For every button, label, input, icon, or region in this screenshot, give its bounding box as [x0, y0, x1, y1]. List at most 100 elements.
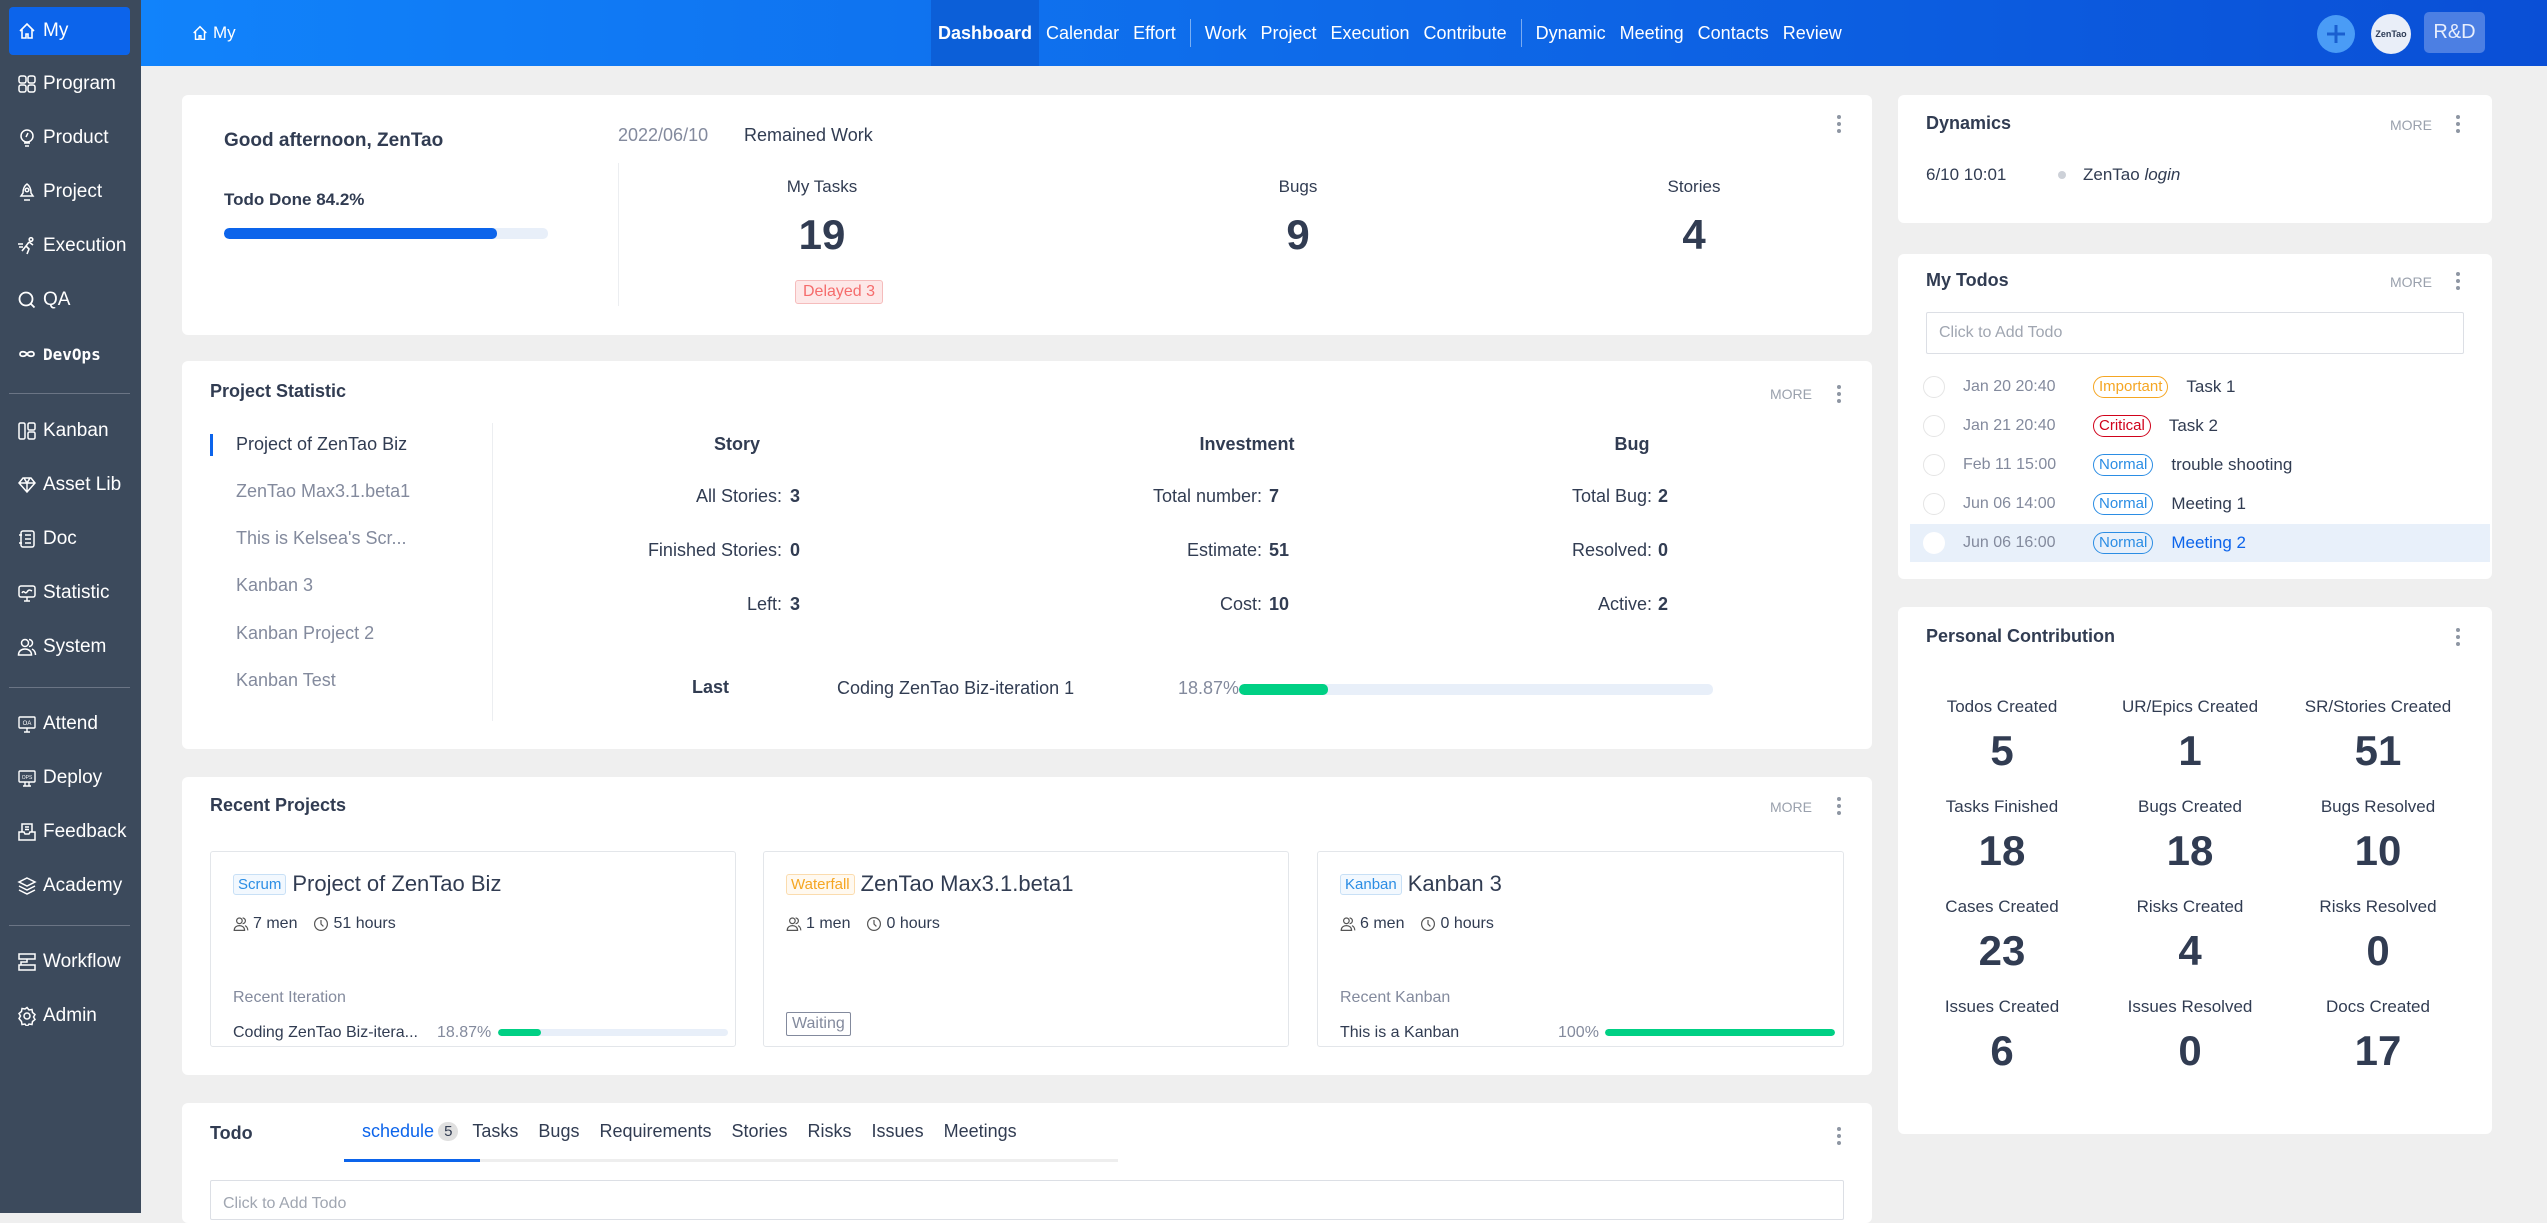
sidebar-item-kanban[interactable]: Kanban: [9, 407, 130, 455]
todo-checkbox[interactable]: [1923, 376, 1945, 398]
sidebar-item-statistic[interactable]: Statistic: [9, 569, 130, 617]
iteration-link[interactable]: Coding ZenTao Biz-itera...: [233, 1024, 418, 1041]
ops-monitor-icon: OPS: [18, 770, 36, 787]
project-name[interactable]: ZenTao Max3.1.beta1: [860, 871, 1074, 896]
todo-row[interactable]: Jun 06 14:00 Normal Meeting 1: [1910, 485, 2490, 523]
todo-name[interactable]: trouble shooting: [2171, 455, 2293, 474]
project-list-item[interactable]: Kanban 3: [236, 575, 314, 595]
sidebar-item-execution[interactable]: Execution: [9, 222, 130, 270]
tab-contacts[interactable]: Contacts: [1697, 22, 1769, 43]
breadcrumb[interactable]: My: [191, 0, 236, 66]
stat-label: SR/Stories Created: [2304, 697, 2452, 716]
sidebar-item-admin[interactable]: Admin: [9, 992, 130, 1040]
project-list-item[interactable]: Project of ZenTao Biz: [236, 434, 408, 454]
kebab-menu-icon[interactable]: [2456, 115, 2460, 133]
contribution-stat: Cases Created 23: [1908, 897, 2096, 975]
sidebar-item-project[interactable]: Project: [9, 168, 130, 216]
delayed-badge[interactable]: Delayed 3: [795, 280, 884, 304]
project-name[interactable]: Kanban 3: [1407, 871, 1502, 896]
tab-issues[interactable]: Issues: [871, 1121, 924, 1141]
kebab-menu-icon[interactable]: [2456, 628, 2460, 646]
project-name[interactable]: Project of ZenTao Biz: [292, 871, 502, 896]
project-card[interactable]: Scrum Project of ZenTao Biz 7 men 51 hou…: [210, 851, 736, 1047]
more-link[interactable]: MORE: [1770, 386, 1812, 402]
sidebar-item-qa[interactable]: QA: [9, 276, 130, 324]
org-switch-button[interactable]: R&D: [2424, 12, 2485, 53]
todo-checkbox[interactable]: [1923, 532, 1945, 554]
add-todo-input[interactable]: Click to Add Todo: [210, 1180, 1844, 1220]
project-list-item[interactable]: This is Kelsea's Scr...: [236, 528, 407, 548]
project-list-item[interactable]: Kanban Test: [236, 670, 336, 690]
top-nav-menu: Dashboard Calendar Effort Work Project E…: [931, 0, 1849, 66]
project-card[interactable]: Waterfall ZenTao Max3.1.beta1 1 men 0 ho…: [763, 851, 1289, 1047]
sidebar-item-workflow[interactable]: Workflow: [9, 938, 130, 986]
kebab-menu-icon[interactable]: [1837, 115, 1841, 133]
sidebar-item-devops[interactable]: DevOps: [9, 330, 130, 378]
sidebar-item-academy[interactable]: Academy: [9, 862, 130, 910]
tab-dashboard[interactable]: Dashboard: [931, 0, 1040, 66]
todo-row[interactable]: Jan 21 20:40 Critical Task 2: [1910, 407, 2490, 445]
stat-my-tasks[interactable]: My Tasks 19: [722, 177, 922, 259]
project-type-badge: Kanban: [1340, 873, 1402, 895]
kebab-menu-icon[interactable]: [1837, 385, 1841, 403]
tab-effort[interactable]: Effort: [1133, 22, 1176, 43]
tab-project[interactable]: Project: [1260, 22, 1317, 43]
todo-row[interactable]: Jun 06 16:00 Normal Meeting 2: [1910, 524, 2490, 562]
todo-checkbox[interactable]: [1923, 415, 1945, 437]
tab-execution[interactable]: Execution: [1330, 22, 1410, 43]
users-icon: [1340, 917, 1356, 931]
create-button[interactable]: [2317, 15, 2355, 53]
tab-meeting[interactable]: Meeting: [1619, 22, 1684, 43]
kebab-menu-icon[interactable]: [1837, 797, 1841, 815]
sidebar-item-asset-lib[interactable]: Asset Lib: [9, 461, 130, 509]
project-card[interactable]: Kanban Kanban 3 6 men 0 hours Recent Kan…: [1317, 851, 1844, 1047]
todo-row[interactable]: Jan 20 20:40 Important Task 1: [1910, 368, 2490, 406]
tab-bugs[interactable]: Bugs: [538, 1121, 580, 1141]
tab-schedule[interactable]: schedule: [362, 1121, 435, 1141]
todo-name[interactable]: Task 1: [2186, 377, 2236, 396]
last-iteration-link[interactable]: Coding ZenTao Biz-iteration 1: [837, 678, 1075, 698]
sidebar-item-my[interactable]: My: [9, 7, 130, 55]
stat-stories[interactable]: Stories 4: [1634, 177, 1754, 259]
stat-value: 4: [2178, 927, 2202, 974]
tab-risks[interactable]: Risks: [807, 1121, 852, 1141]
sidebar-item-deploy[interactable]: OPS Deploy: [9, 754, 130, 802]
priority-badge: Normal: [2093, 493, 2154, 515]
kebab-menu-icon[interactable]: [2456, 272, 2460, 290]
sidebar-item-doc[interactable]: Doc: [9, 515, 130, 563]
sidebar-item-program[interactable]: Program: [9, 60, 130, 108]
add-todo-input[interactable]: Click to Add Todo: [1926, 312, 2464, 354]
story-value: 3: [790, 594, 801, 614]
tab-dynamic[interactable]: Dynamic: [1535, 22, 1606, 43]
tab-review[interactable]: Review: [1782, 22, 1842, 43]
todo-checkbox[interactable]: [1923, 493, 1945, 515]
stat-bugs[interactable]: Bugs 9: [1238, 177, 1358, 259]
todo-checkbox[interactable]: [1923, 454, 1945, 476]
todo-row[interactable]: Feb 11 15:00 Normal trouble shooting: [1910, 446, 2490, 484]
todo-name[interactable]: Meeting 1: [2171, 494, 2247, 513]
sidebar-item-product[interactable]: Product: [9, 114, 130, 162]
todo-name[interactable]: Task 2: [2168, 416, 2218, 435]
tab-calendar[interactable]: Calendar: [1046, 22, 1120, 43]
tab-requirements[interactable]: Requirements: [599, 1121, 712, 1141]
priority-badge: Critical: [2093, 415, 2151, 437]
tab-work[interactable]: Work: [1204, 22, 1247, 43]
tab-meetings[interactable]: Meetings: [943, 1121, 1017, 1141]
more-link[interactable]: MORE: [1770, 799, 1812, 815]
more-link[interactable]: MORE: [2390, 117, 2432, 133]
todo-name[interactable]: Meeting 2: [2171, 533, 2247, 552]
project-list-item[interactable]: Kanban Project 2: [236, 623, 375, 643]
more-link[interactable]: MORE: [2390, 274, 2432, 290]
tab-stories[interactable]: Stories: [731, 1121, 788, 1141]
kanban-link[interactable]: This is a Kanban: [1340, 1024, 1460, 1041]
avatar[interactable]: ZenTao: [2371, 14, 2411, 54]
dynamic-entry[interactable]: ZenTao login: [2083, 165, 2180, 185]
tab-tasks[interactable]: Tasks: [472, 1121, 519, 1141]
tab-contribute[interactable]: Contribute: [1423, 22, 1507, 43]
kanban-percent: 100%: [1558, 1024, 1599, 1041]
sidebar-item-system[interactable]: System: [9, 623, 130, 671]
sidebar-item-attend[interactable]: OA Attend: [9, 700, 130, 748]
kebab-menu-icon[interactable]: [1837, 1127, 1841, 1145]
project-list-item[interactable]: ZenTao Max3.1.beta1: [236, 481, 411, 501]
sidebar-item-feedback[interactable]: Feedback: [9, 808, 130, 856]
